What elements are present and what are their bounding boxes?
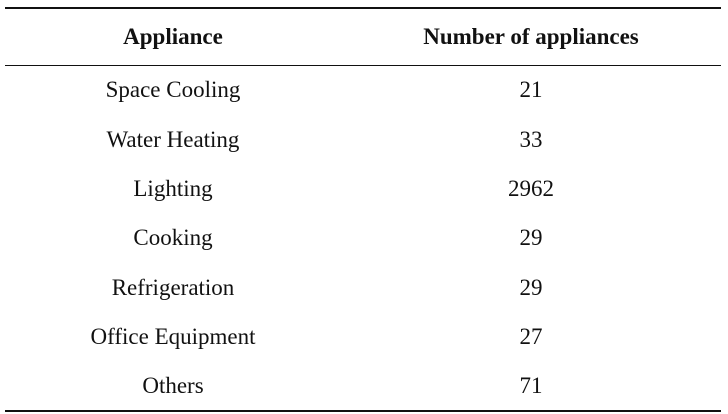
table-row: Cooking 29 [5, 214, 721, 263]
appliance-cell: Refrigeration [111, 274, 235, 300]
count-cell: 29 [519, 225, 543, 251]
header-appliance: Appliance [123, 24, 223, 49]
appliance-table: Appliance Number of appliances Space Coo… [5, 7, 721, 412]
count-cell: 27 [519, 324, 543, 350]
table-row: Water Heating 33 [5, 115, 721, 164]
count-cell: 71 [519, 373, 543, 399]
appliance-cell: Lighting [133, 175, 213, 201]
table-body: Space Cooling 21 Water Heating 33 Lighti… [5, 66, 721, 412]
count-cell: 29 [519, 274, 543, 300]
appliance-cell: Office Equipment [90, 324, 256, 350]
appliance-cell: Space Cooling [105, 77, 241, 103]
table-row: Space Cooling 21 [5, 66, 721, 115]
count-cell: 2962 [508, 175, 554, 201]
appliance-cell: Cooking [133, 225, 213, 251]
table-row: Lighting 2962 [5, 164, 721, 213]
appliance-table-container: Appliance Number of appliances Space Coo… [5, 7, 721, 412]
table-header: Appliance Number of appliances [5, 8, 721, 66]
appliance-cell: Others [142, 373, 204, 399]
table-row: Office Equipment 27 [5, 312, 721, 361]
count-cell: 21 [519, 77, 543, 103]
appliance-cell: Water Heating [106, 126, 240, 152]
header-number-of-appliances: Number of appliances [423, 24, 639, 49]
header-row: Appliance Number of appliances [5, 8, 721, 66]
count-cell: 33 [519, 126, 543, 152]
table-row: Others 71 [5, 362, 721, 412]
table-row: Refrigeration 29 [5, 263, 721, 312]
